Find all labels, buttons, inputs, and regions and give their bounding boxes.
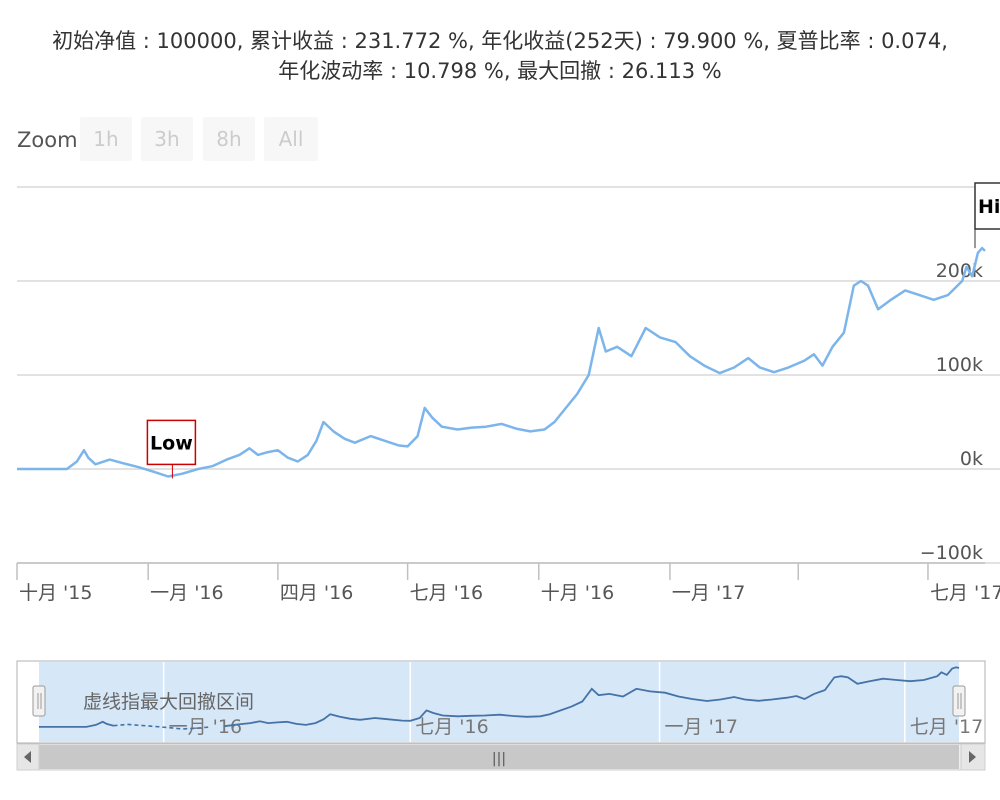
- navigator[interactable]: 一月 '16 七月 '16 一月 '17 七月 '17 虚线指最大回撤区间: [16, 660, 986, 744]
- navigator-drawdown-note: 虚线指最大回撤区间: [83, 691, 254, 713]
- navigator-line: [224, 666, 960, 728]
- navigator-handle-right[interactable]: [952, 685, 966, 717]
- arrow-right-icon: [969, 751, 976, 763]
- x-tick-label: 四月 '16: [280, 582, 353, 604]
- flag-box: [146, 419, 197, 466]
- navigator-drawdown-line: [113, 723, 212, 730]
- navigator-tick-label: 七月 '17: [910, 716, 983, 738]
- scroll-right-button[interactable]: [960, 743, 986, 771]
- x-tick-label: 七月 '17: [930, 582, 1000, 604]
- chart-title-line-2: 年化波动率 : 10.798 %, 最大回撤 : 26.113 %: [278, 59, 721, 83]
- navigator-tick-label: 一月 '17: [665, 716, 738, 738]
- flag-box: [974, 182, 1000, 230]
- zoom-button-1h[interactable]: 1h: [80, 117, 132, 161]
- flag-label: Hig: [978, 196, 1000, 218]
- zoom-button-all[interactable]: All: [264, 117, 318, 161]
- series-line: [17, 246, 986, 478]
- zoom-label: Zoom: [17, 128, 78, 152]
- y-tick-label: 0k: [960, 448, 983, 470]
- x-tick-label: 十月 '16: [541, 582, 614, 604]
- arrow-left-icon: [24, 751, 31, 763]
- navigator-grid: 一月 '16 七月 '16 一月 '17 七月 '17: [162, 662, 983, 742]
- scrollbar[interactable]: |||: [16, 743, 986, 771]
- y-tick-label: 100k: [936, 354, 983, 376]
- navigator-series: [39, 666, 960, 730]
- flag-hig: Hig: [974, 182, 1000, 249]
- chart-title-line-1: 初始净值 : 100000, 累计收益 : 231.772 %, 年化收益(25…: [52, 29, 948, 53]
- x-tick-label: 一月 '16: [150, 582, 223, 604]
- zoom-button-8h-label: 8h: [216, 127, 241, 151]
- flag-layer: Low Hig: [146, 182, 1000, 479]
- scroll-left-button[interactable]: [16, 743, 40, 771]
- zoom-button-all-label: All: [279, 127, 304, 151]
- x-tick-label: 一月 '17: [672, 582, 745, 604]
- zoom-button-3h[interactable]: 3h: [141, 117, 193, 161]
- x-tick-label: 十月 '15: [19, 582, 92, 604]
- series-layer: [17, 246, 986, 478]
- navigator-line: [39, 720, 114, 728]
- zoom-button-1h-label: 1h: [93, 127, 118, 151]
- flag-low: Low: [146, 419, 197, 479]
- zoom-button-8h[interactable]: 8h: [203, 117, 255, 161]
- flag-label: Low: [150, 432, 193, 454]
- y-tick-label: −100k: [920, 542, 983, 564]
- zoom-button-3h-label: 3h: [154, 127, 179, 151]
- navigator-tick-label: 七月 '16: [415, 716, 488, 738]
- scrollbar-thumb[interactable]: [39, 745, 959, 769]
- navigator-handle-left[interactable]: [32, 685, 46, 717]
- x-axis: 十月 '15 一月 '16 四月 '16 七月 '16 十月 '16 一月 '17 七月 '…: [16, 563, 1000, 604]
- x-tick-label: 七月 '16: [410, 582, 483, 604]
- scrollbar-grip-icon: |||: [492, 751, 506, 767]
